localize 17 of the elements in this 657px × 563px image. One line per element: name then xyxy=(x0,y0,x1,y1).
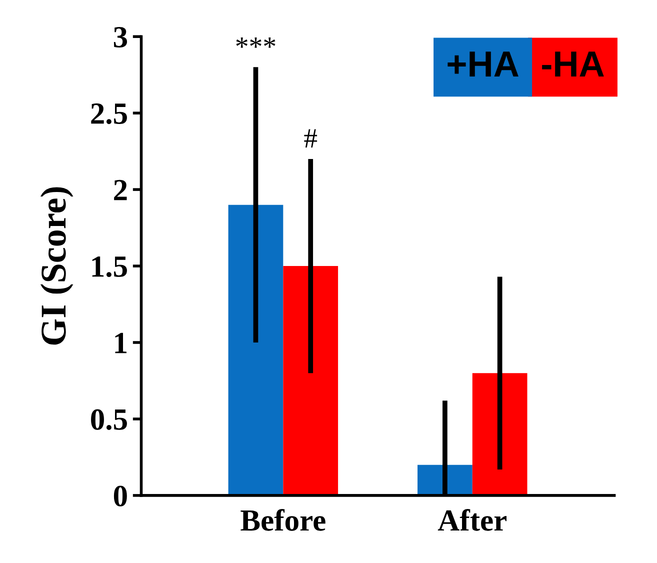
y-tick-label: 2.5 xyxy=(91,103,127,124)
y-tick-label: 0.5 xyxy=(91,409,127,430)
y-axis-title: GI (Score) xyxy=(40,187,74,345)
y-tick-label: 3 xyxy=(114,26,128,48)
text: -HA xyxy=(542,52,604,77)
x-tick-label: Before xyxy=(240,509,326,531)
x-tick-label: After xyxy=(438,509,506,531)
bar xyxy=(283,266,338,496)
y-tick-label: 1 xyxy=(115,332,126,354)
bar xyxy=(472,373,528,496)
annotation: *** xyxy=(236,38,276,48)
annotation: # xyxy=(304,129,318,148)
text: +HA xyxy=(448,52,518,77)
y-tick-label: 0 xyxy=(114,486,127,506)
y-tick-label: 1.5 xyxy=(92,256,127,278)
y-tick-label: 2 xyxy=(114,180,127,200)
bar xyxy=(228,204,284,496)
